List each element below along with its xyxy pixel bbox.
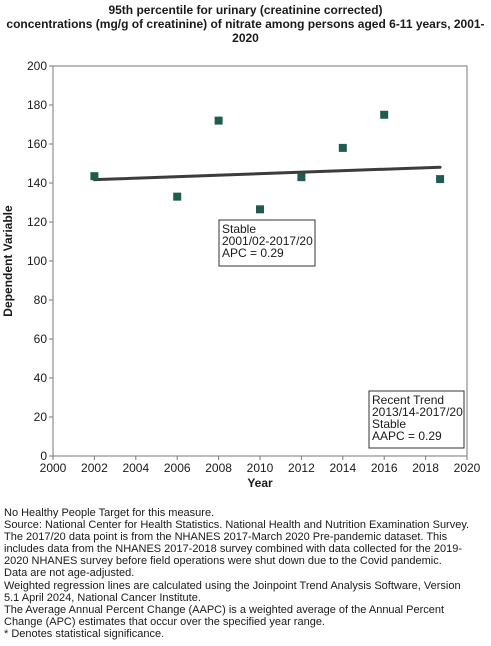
- y-tick-label: 160: [27, 137, 47, 151]
- y-axis-label: Dependent Variable: [1, 205, 15, 317]
- y-tick-label: 40: [34, 371, 48, 385]
- annotation-text: Stable: [222, 222, 256, 236]
- annotation-text: 2001/02-2017/20: [222, 234, 313, 248]
- footnote-line: 2020 NHANES survey before field operatio…: [4, 555, 442, 568]
- footnote-line: includes data from the NHANES 2017-2018 …: [4, 543, 462, 556]
- y-tick-label: 200: [27, 59, 47, 73]
- data-point: [380, 110, 389, 119]
- footnote-line: Data are not age-adjusted.: [4, 567, 135, 580]
- x-tick-label: 2010: [247, 461, 274, 475]
- footnote-line: Source: National Center for Health Stati…: [4, 519, 470, 532]
- x-tick-label: 2016: [371, 461, 398, 475]
- x-axis-label: Year: [247, 476, 273, 490]
- footnote-line: No Healthy People Target for this measur…: [4, 507, 215, 519]
- annotation-box: [368, 390, 465, 449]
- x-tick-label: 2000: [40, 461, 67, 475]
- x-tick-label: 2012: [288, 461, 315, 475]
- x-tick-label: 2002: [81, 461, 108, 475]
- chart-title: 95th percentile for urinary (creatinine …: [0, 3, 491, 45]
- y-tick-label: 120: [27, 215, 47, 229]
- annotation-text: Recent Trend: [372, 393, 444, 407]
- chart-area: 0 20 40 60 80 100 120 140 160 180 200 2000 2002 2004 2…: [1, 59, 481, 490]
- y-tick-label: 80: [34, 293, 48, 307]
- data-point: [436, 175, 445, 184]
- data-point: [90, 172, 99, 181]
- y-tick-label: 20: [34, 410, 48, 424]
- x-tick-label: 2018: [412, 461, 439, 475]
- footnote-line: The Average Annual Percent Change (AAPC)…: [4, 603, 445, 616]
- data-point: [297, 173, 306, 182]
- chart-title-line: concentrations (mg/g of creatinine) of n…: [6, 17, 485, 31]
- trend-line: [92, 165, 442, 182]
- footnote-line: Change (APC) estimates that occur over t…: [4, 615, 325, 628]
- data-point: [256, 205, 264, 214]
- y-tick-label: 100: [27, 254, 47, 268]
- annotation-box: [218, 219, 316, 267]
- footnotes: No Healthy People Target for this measur…: [4, 507, 488, 640]
- x-tick-label: 2006: [164, 461, 191, 475]
- annotation-text: APC = 0.29: [222, 246, 284, 260]
- data-point: [173, 192, 182, 201]
- annotation-text: 2013/14-2017/20: [372, 405, 463, 419]
- y-tick-label: 180: [27, 98, 47, 112]
- x-tick-label: 2014: [329, 461, 356, 475]
- data-point: [338, 143, 347, 152]
- annotation-text: Stable: [372, 417, 406, 431]
- y-tick-label: 140: [27, 176, 47, 190]
- chart-title-line: 95th percentile for urinary (creatinine …: [108, 3, 383, 17]
- chart-title-line: 2020: [232, 31, 259, 45]
- x-tick-label: 2004: [122, 461, 149, 475]
- footnote-line: Weighted regression lines are calculated…: [4, 579, 461, 592]
- y-tick-label: 0: [40, 449, 47, 463]
- x-tick-label: 2020: [454, 461, 481, 475]
- footnote-line: * Denotes statistical significance.: [4, 627, 165, 640]
- x-tick-label: 2008: [205, 461, 232, 475]
- footnote-line: 5.1 April 2024, National Cancer Institut…: [4, 591, 201, 604]
- footnote-line: The 2017/20 data point is from the NHANE…: [4, 531, 448, 544]
- data-point: [214, 116, 223, 125]
- y-tick-label: 60: [34, 332, 48, 346]
- annotation-text: AAPC = 0.29: [372, 429, 442, 443]
